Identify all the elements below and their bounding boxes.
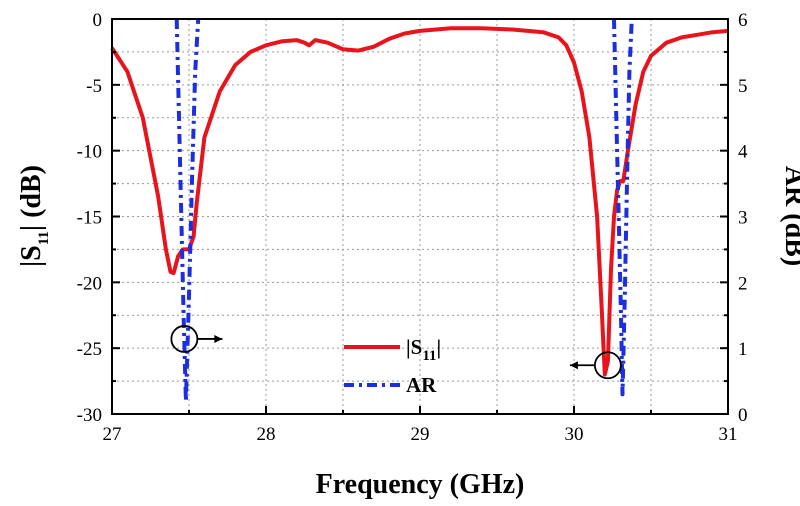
ar-line bbox=[612, 18, 634, 397]
y-right-tick-label: 5 bbox=[738, 76, 748, 97]
y-right-tick-label: 0 bbox=[738, 405, 748, 426]
legend-s11-label: |S11| bbox=[406, 335, 441, 364]
ar-curve-group bbox=[174, 18, 634, 403]
x-tick-label: 29 bbox=[411, 424, 430, 445]
x-tick-label: 30 bbox=[565, 424, 584, 445]
x-axis-title: Frequency (GHz) bbox=[316, 469, 525, 500]
annotations bbox=[170, 325, 622, 380]
legend: |S11| AR bbox=[344, 335, 441, 397]
y-right-tick-label: 3 bbox=[738, 208, 748, 229]
annotation-arrow-head bbox=[569, 361, 578, 370]
y-left-tick-label: -15 bbox=[77, 208, 102, 229]
x-tick-label: 31 bbox=[719, 424, 738, 445]
y-left-tick-label: -30 bbox=[77, 405, 102, 426]
legend-ar-label: AR bbox=[406, 373, 437, 397]
ar-line bbox=[174, 18, 201, 403]
y-right-tick-label: 1 bbox=[738, 339, 748, 360]
y-right-tick-label: 6 bbox=[738, 10, 748, 31]
y-right-axis-title: AR (dB) bbox=[779, 166, 800, 266]
y-left-tick-label: -10 bbox=[77, 142, 102, 163]
y-left-axis-title: |S11| (dB) bbox=[16, 165, 52, 267]
y-left-tick-label: 0 bbox=[93, 10, 103, 31]
y-left-tick-label: -5 bbox=[86, 76, 102, 97]
grid-lines bbox=[112, 19, 728, 414]
annotation-arrow-head bbox=[214, 334, 223, 343]
y-right-tick-label: 4 bbox=[738, 142, 748, 163]
y-right-tick-label: 2 bbox=[738, 273, 748, 294]
y-left-tick-label: -20 bbox=[77, 273, 102, 294]
ticks bbox=[111, 18, 729, 415]
y-left-tick-label: -25 bbox=[77, 339, 102, 360]
x-tick-label: 27 bbox=[103, 424, 122, 445]
x-tick-label: 28 bbox=[257, 424, 276, 445]
